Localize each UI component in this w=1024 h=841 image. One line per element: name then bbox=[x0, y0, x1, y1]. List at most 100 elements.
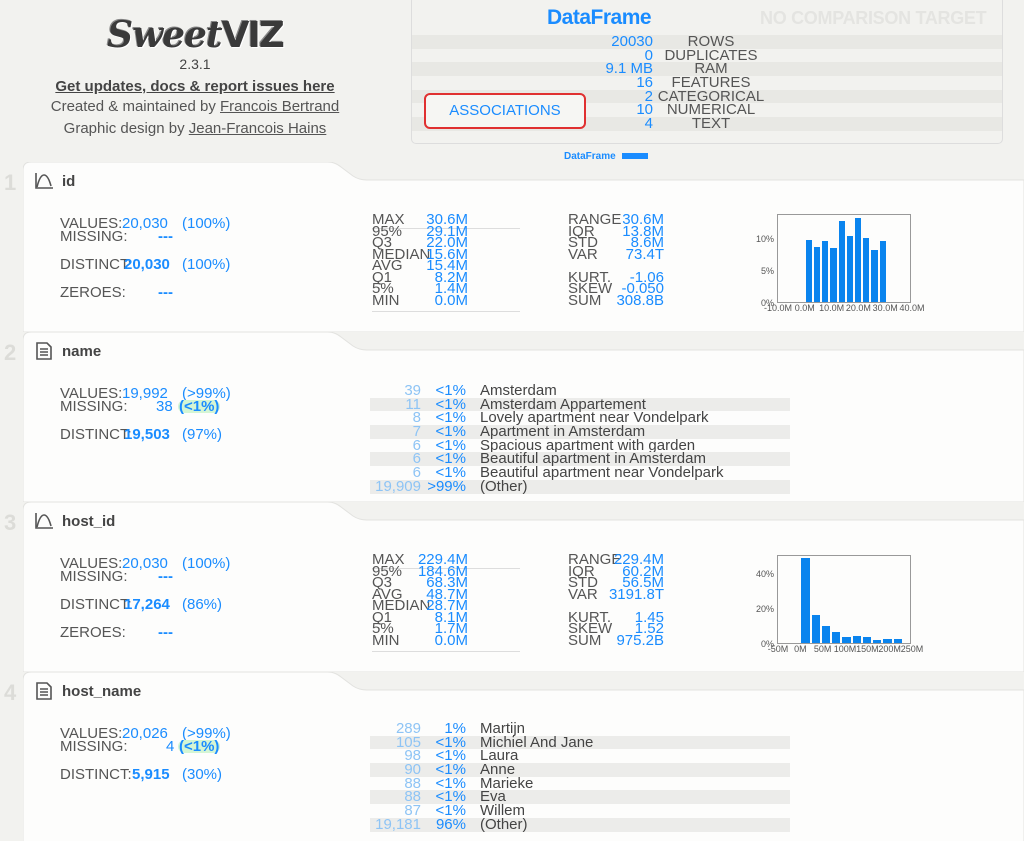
histogram-bar bbox=[805, 240, 812, 302]
created-by: Created & maintained by Francois Bertran… bbox=[50, 98, 340, 115]
histogram-bar bbox=[873, 639, 882, 643]
feature-card-id[interactable]: 1 id VALUES: 20,030 (100%) MISSING: --- DIS… bbox=[0, 162, 1024, 332]
list-item: 19,181 96% (Other) bbox=[370, 817, 790, 832]
histogram-bar bbox=[842, 636, 851, 643]
summary-title: DataFrame bbox=[547, 6, 652, 29]
version-label: 2.3.1 bbox=[179, 56, 211, 72]
histogram-id: 0% 5% 10% -10.0M 0.0M 10.0M 20.0M 30.0M 40.0M bbox=[756, 214, 1001, 318]
feature-card-host-id[interactable]: 3 host_id VALUES: 20,030 (100%) MISSING: --… bbox=[0, 502, 1024, 672]
x-tick-label: 250M bbox=[900, 644, 924, 654]
list-item: 39 <1% Amsterdam bbox=[404, 382, 557, 399]
dispersion-stats: RANGE 30.6M IQR 13.8M STD 8.6M VAR 73.4T KUR… bbox=[568, 211, 664, 309]
numeric-distribution-icon bbox=[35, 173, 53, 189]
designer-link[interactable]: Jean-Francois Hains bbox=[188, 120, 327, 137]
histogram-bar bbox=[838, 220, 845, 302]
summary-row-ram: 9.1 MB RAM bbox=[412, 61, 1002, 76]
dataframe-summary: DataFrame NO COMPARISON TARGET 20030 ROWS… bbox=[411, 0, 1003, 144]
y-tick-label: 40% bbox=[755, 569, 774, 580]
x-tick-label: -10.0M bbox=[763, 303, 793, 313]
y-tick-label: 20% bbox=[755, 604, 774, 615]
histogram-bar bbox=[879, 240, 886, 302]
list-item: 98 <1% Laura bbox=[404, 747, 519, 765]
list-item: 88 <1% Marieke bbox=[404, 774, 534, 792]
x-tick-label: 200M bbox=[878, 644, 901, 654]
histogram-bar bbox=[846, 235, 853, 302]
x-tick-label: 0M bbox=[794, 644, 807, 654]
feature-index: 3 bbox=[4, 510, 17, 535]
list-item: 6 <1% Beautiful apartment in Amsterdam bbox=[370, 452, 790, 466]
legend-dataframe: DataFrame bbox=[564, 151, 648, 162]
x-tick-label: 100M bbox=[833, 644, 857, 654]
histogram-bar bbox=[811, 615, 820, 643]
sweetviz-logo: SweetVIZ bbox=[107, 14, 285, 56]
histogram-bar bbox=[863, 238, 870, 302]
text-document-icon bbox=[36, 342, 52, 360]
card-background bbox=[23, 162, 1024, 332]
histogram-bar bbox=[883, 638, 892, 643]
author-link[interactable]: Francois Bertrand bbox=[220, 98, 340, 115]
x-tick-label: 150M bbox=[856, 644, 879, 654]
comparison-placeholder: NO COMPARISON TARGET bbox=[760, 8, 987, 28]
feature-index: 2 bbox=[4, 340, 17, 365]
histogram-bar bbox=[821, 625, 831, 643]
list-item: 8 <1% Lovely apartment near Vondelpark bbox=[412, 409, 709, 427]
list-item: 105 <1% Michiel And Jane bbox=[370, 735, 790, 750]
summary-row-duplicates: 0 DUPLICATES bbox=[644, 46, 758, 64]
design-by: Graphic design by Jean-Francois Hains bbox=[63, 120, 327, 137]
feature-name: name bbox=[62, 342, 102, 360]
y-tick-label: 0% bbox=[760, 639, 774, 649]
feature-card-host-name[interactable]: 4 host_name VALUES: 20,026 (>99%) MISSING:… bbox=[0, 672, 1024, 841]
dispersion-stats: RANGE 229.4M IQR 60.2M STD 56.5M VAR 3191.8T… bbox=[568, 551, 664, 649]
quantile-stats: MAX 30.6M 95% 29.1M Q3 22.0M MEDIAN 15.6M AV… bbox=[372, 212, 522, 312]
histogram-bar bbox=[862, 636, 871, 643]
list-item: 87 <1% Willem bbox=[404, 802, 525, 820]
x-tick-label: 40.0M bbox=[899, 303, 925, 313]
histogram-bar bbox=[893, 638, 902, 643]
x-tick-label: 30.0M bbox=[872, 303, 898, 313]
list-item: 90 <1% Anne bbox=[370, 762, 790, 777]
y-tick-label: 5% bbox=[760, 266, 774, 277]
x-tick-label: 10.0M bbox=[819, 303, 845, 313]
x-tick-label: 0.0M bbox=[794, 303, 815, 313]
card-background bbox=[23, 502, 1024, 672]
summary-row-numerical: 10 NUMERICAL bbox=[636, 101, 756, 119]
histogram-bar bbox=[832, 631, 841, 643]
list-item: 11 <1% Amsterdam Appartement bbox=[370, 397, 790, 412]
chart-plot-area: 0% 20% 40% -50M 0M 50M 100M 150M 200M 250M bbox=[756, 555, 923, 654]
x-tick-label: 20.0M bbox=[845, 303, 871, 313]
text-document-icon bbox=[36, 682, 52, 700]
updates-link[interactable]: Get updates, docs & report issues here bbox=[55, 78, 335, 95]
feature-name: id bbox=[62, 172, 76, 190]
numeric-distribution-icon bbox=[35, 513, 53, 529]
y-tick-label: 0% bbox=[760, 298, 774, 308]
list-item: 7 <1% Apartment in Amsterdam bbox=[370, 424, 790, 439]
x-tick-label: 50M bbox=[813, 644, 832, 654]
y-tick-label: 10% bbox=[755, 234, 774, 245]
feature-name: host_id bbox=[62, 512, 116, 530]
top-values-list: 289 1% Martijn 105 <1% Michiel And Jane 98 <1… bbox=[370, 720, 1010, 832]
legend-swatch bbox=[621, 153, 648, 160]
histogram-bar bbox=[822, 240, 829, 302]
summary-row-features: 16 FEATURES bbox=[636, 74, 751, 92]
feature-index: 4 bbox=[4, 680, 17, 705]
histogram-host-id: 0% 20% 40% -50M 0M 50M 100M 150M 200M 250M bbox=[756, 555, 1001, 659]
top-values-list: 39 <1% Amsterdam 11 <1% Amsterdam Appartemen… bbox=[370, 382, 1010, 494]
list-item: 289 1% Martijn bbox=[395, 720, 526, 737]
histogram-bar bbox=[830, 247, 837, 302]
list-item: 6 <1% Spacious apartment with garden bbox=[412, 436, 696, 454]
list-item: 6 <1% Beautiful apartment near Vondelpark bbox=[412, 464, 724, 482]
feature-index: 1 bbox=[4, 170, 17, 195]
feature-card-name[interactable]: 2 name VALUES: 19,992 (>99%) MISSING: 38 (<1… bbox=[0, 332, 1024, 502]
histogram-bar bbox=[814, 247, 821, 302]
histogram-bar bbox=[801, 557, 810, 643]
associations-button[interactable]: ASSOCIATIONS bbox=[424, 93, 586, 129]
list-item: 19,909 >99% (Other) bbox=[370, 479, 790, 494]
histogram-bar bbox=[871, 249, 878, 302]
quantile-stats: MAX 229.4M 95% 184.6M Q3 68.3M AVG 48.7M MED… bbox=[372, 552, 522, 652]
feature-name: host_name bbox=[62, 682, 142, 700]
list-item: 88 <1% Eva bbox=[370, 790, 790, 804]
histogram-bar bbox=[852, 636, 861, 643]
x-tick-label: -50M bbox=[767, 644, 789, 654]
histogram-bar bbox=[855, 218, 862, 302]
chart-plot-area: 0% 5% 10% -10.0M 0.0M 10.0M 20.0M 30.0M 40.0M bbox=[756, 214, 925, 313]
